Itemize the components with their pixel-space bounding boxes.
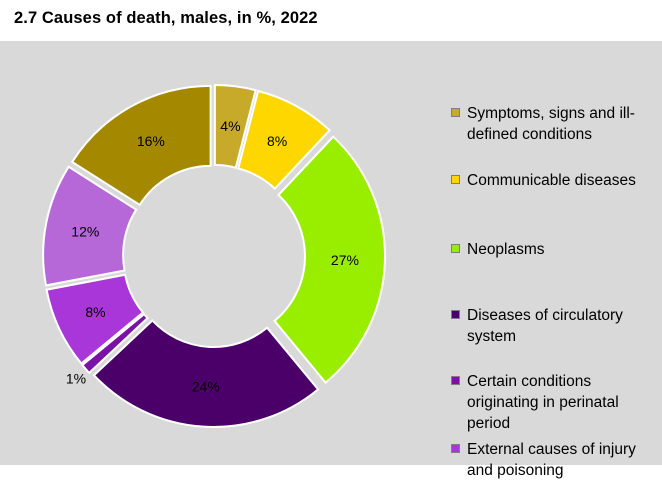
slice-label-3: 24% bbox=[192, 379, 220, 395]
donut-slice-6 bbox=[42, 165, 138, 287]
legend-swatch bbox=[451, 175, 460, 184]
legend-label: Diseases of circulatory system bbox=[467, 307, 623, 345]
legend-item-0: Symptoms, signs and ill-defined conditio… bbox=[451, 103, 662, 145]
slice-label-1: 8% bbox=[267, 133, 287, 149]
donut-chart: 4% 8% 27% 24% 1% 8% 12% 16% bbox=[42, 84, 386, 428]
legend-label: Communicable diseases bbox=[467, 172, 636, 189]
donut-slice-2 bbox=[273, 135, 386, 384]
donut-slice-1 bbox=[237, 89, 332, 191]
slice-label-5: 8% bbox=[85, 304, 105, 320]
slice-label-2: 27% bbox=[331, 252, 359, 268]
legend-item-2: Neoplasms bbox=[451, 239, 662, 260]
plot-area: 4% 8% 27% 24% 1% 8% 12% 16% Symptoms, signs and… bbox=[0, 41, 662, 479]
legend-label: Neoplasms bbox=[467, 241, 545, 258]
legend-label: External causes of injury and poisoning bbox=[467, 441, 636, 479]
legend-swatch bbox=[451, 108, 460, 117]
chart-title: 2.7 Causes of death, males, in %, 2022 bbox=[14, 9, 318, 27]
legend-item-3: Diseases of circulatory system bbox=[451, 305, 662, 347]
donut-slice-3 bbox=[92, 319, 320, 428]
legend-label: Symptoms, signs and ill-defined conditio… bbox=[467, 105, 635, 143]
legend-label: Certain conditions originating in perina… bbox=[467, 373, 619, 432]
donut-slice-0 bbox=[213, 84, 257, 169]
legend-swatch bbox=[451, 244, 460, 253]
legend-item-5: External causes of injury and poisoning bbox=[451, 439, 662, 481]
donut-slice-4 bbox=[80, 312, 149, 375]
legend-swatch bbox=[451, 310, 460, 319]
donut-slice-5 bbox=[45, 273, 145, 365]
slice-label-7: 16% bbox=[137, 133, 165, 149]
legend-swatch bbox=[451, 444, 460, 453]
slice-label-6: 12% bbox=[71, 223, 99, 239]
legend-item-4: Certain conditions originating in perina… bbox=[451, 371, 662, 434]
slice-label-4: 1% bbox=[66, 370, 86, 386]
legend-swatch bbox=[451, 376, 460, 385]
legend-item-1: Communicable diseases bbox=[451, 170, 662, 191]
slice-label-0: 4% bbox=[220, 118, 240, 134]
donut-slice-7 bbox=[70, 84, 212, 207]
